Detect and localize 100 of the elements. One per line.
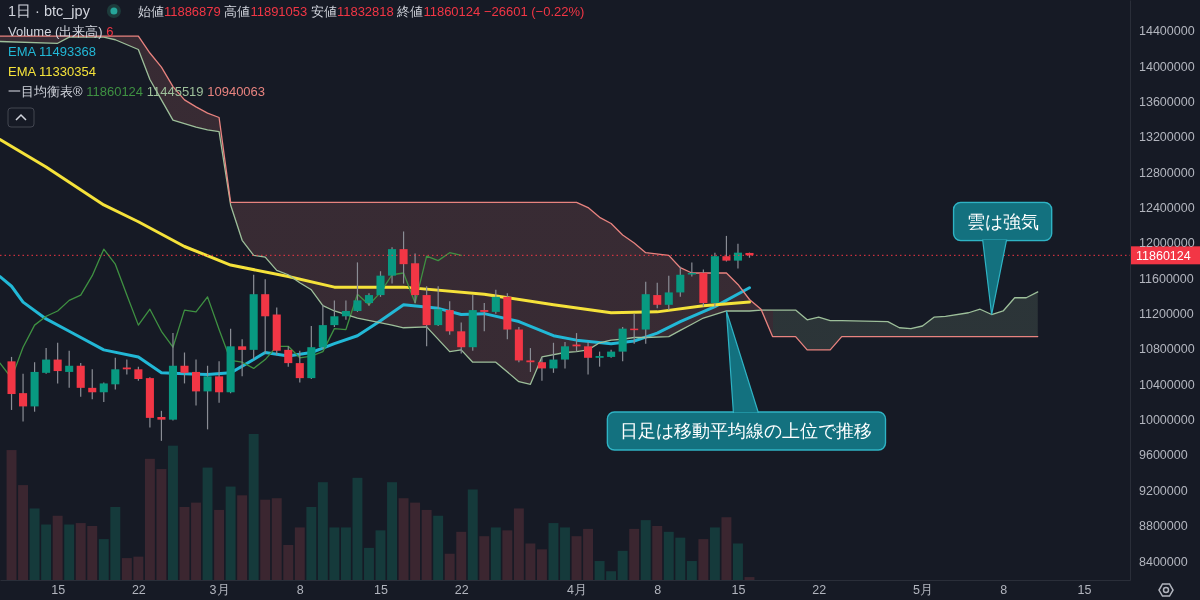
annotation: 日足は移動平均線の上位で推移 [620, 421, 873, 442]
candlestick [434, 285, 443, 327]
candlestick [584, 341, 593, 376]
y-tick-label: 12400000 [1139, 201, 1195, 216]
bar [421, 509, 432, 580]
bar [191, 502, 201, 580]
bar [583, 528, 594, 580]
candlestick [261, 278, 270, 354]
candlestick [157, 410, 166, 442]
bar [733, 543, 743, 580]
bar [18, 485, 29, 580]
x-tick-label: 15 [374, 582, 389, 597]
candlestick [341, 299, 350, 321]
candlestick [676, 266, 685, 298]
candlestick [76, 362, 85, 398]
candlestick [215, 360, 224, 404]
y-tick-label: 10800000 [1139, 342, 1195, 357]
x-tick-label: 15 [1077, 582, 1092, 597]
bar [179, 507, 190, 580]
x-tick-label: 8 [654, 582, 662, 597]
y-tick-label: 9600000 [1139, 448, 1188, 463]
candlestick [353, 261, 362, 313]
bar [433, 515, 444, 580]
bar [490, 527, 501, 580]
bar [686, 561, 697, 580]
x-tick-label: 3月 [209, 582, 230, 597]
x-tick-label: 15 [51, 582, 66, 597]
candlestick [284, 345, 293, 368]
text: EMA 11493368 [8, 44, 96, 59]
bar [560, 527, 570, 580]
candlestick [480, 302, 489, 332]
chart-title: Volume (出来高) 6 [8, 24, 114, 39]
bar [698, 539, 709, 580]
bar [502, 530, 513, 580]
bar [225, 486, 236, 580]
candlestick [457, 321, 466, 354]
candlestick [549, 342, 558, 374]
candlestick [491, 289, 500, 315]
candlestick [111, 357, 120, 391]
candlestick [65, 350, 74, 389]
bar [306, 507, 317, 580]
bar [6, 450, 17, 580]
candlestick [618, 326, 627, 362]
x-tick-label: 5月 [912, 582, 933, 597]
bar [64, 524, 75, 580]
x-tick-label: 22 [812, 582, 827, 597]
bar [387, 482, 397, 580]
y-tick-label: 11200000 [1139, 307, 1194, 322]
chart-title: 1日 · btc_jpy [8, 3, 91, 19]
y-tick-label: 9200000 [1139, 483, 1188, 498]
y-tick-label: 10000000 [1139, 413, 1195, 428]
x-tick-label: 22 [131, 582, 146, 597]
bar [260, 499, 271, 580]
candlestick [653, 282, 662, 309]
bar [652, 525, 663, 580]
bar [52, 515, 63, 580]
y-tick-label: 14400000 [1139, 24, 1195, 39]
bar [479, 536, 490, 580]
text: 始値11886879 高値11891053 安値11832818 終値11860124 −26601 (−0.22%) [137, 4, 585, 19]
bar [214, 509, 225, 580]
bar [617, 550, 628, 580]
bar [168, 445, 178, 580]
candlestick [53, 342, 62, 385]
bar [467, 489, 478, 580]
y-tick-label: 12800000 [1139, 165, 1195, 180]
candlestick [295, 350, 304, 384]
y-tick-label: 10400000 [1139, 377, 1195, 392]
x-tick-label: 15 [731, 582, 746, 597]
bar [571, 536, 582, 580]
candlestick [537, 357, 546, 382]
candlestick [664, 275, 673, 311]
annotation: 雲は強気 [966, 212, 1039, 233]
candlestick [560, 341, 570, 370]
bar [364, 547, 374, 580]
bar [202, 467, 213, 580]
bar [536, 549, 547, 580]
bar [744, 577, 755, 580]
candlestick [526, 347, 535, 373]
candlestick [238, 338, 247, 377]
candlestick [19, 373, 28, 423]
bar [629, 528, 640, 580]
bar [709, 527, 720, 580]
bar [721, 517, 732, 580]
bar [237, 495, 248, 580]
candlestick [376, 270, 385, 298]
bar [375, 530, 386, 580]
x-tick-label: 8 [296, 582, 304, 597]
y-tick-label: 14000000 [1139, 59, 1195, 74]
candlestick [191, 358, 201, 407]
candlestick [318, 304, 327, 350]
bar [294, 527, 305, 580]
bar [248, 434, 259, 580]
ref-line-label: 11860124 [1136, 248, 1191, 263]
y-tick-label: 13200000 [1139, 130, 1195, 145]
bar [548, 523, 559, 580]
y-tick-label: 13600000 [1139, 95, 1195, 110]
x-tick-label: 8 [1000, 582, 1008, 597]
text: EMA 11330354 [8, 64, 96, 79]
candlestick [180, 351, 189, 385]
candlestick [42, 347, 51, 375]
